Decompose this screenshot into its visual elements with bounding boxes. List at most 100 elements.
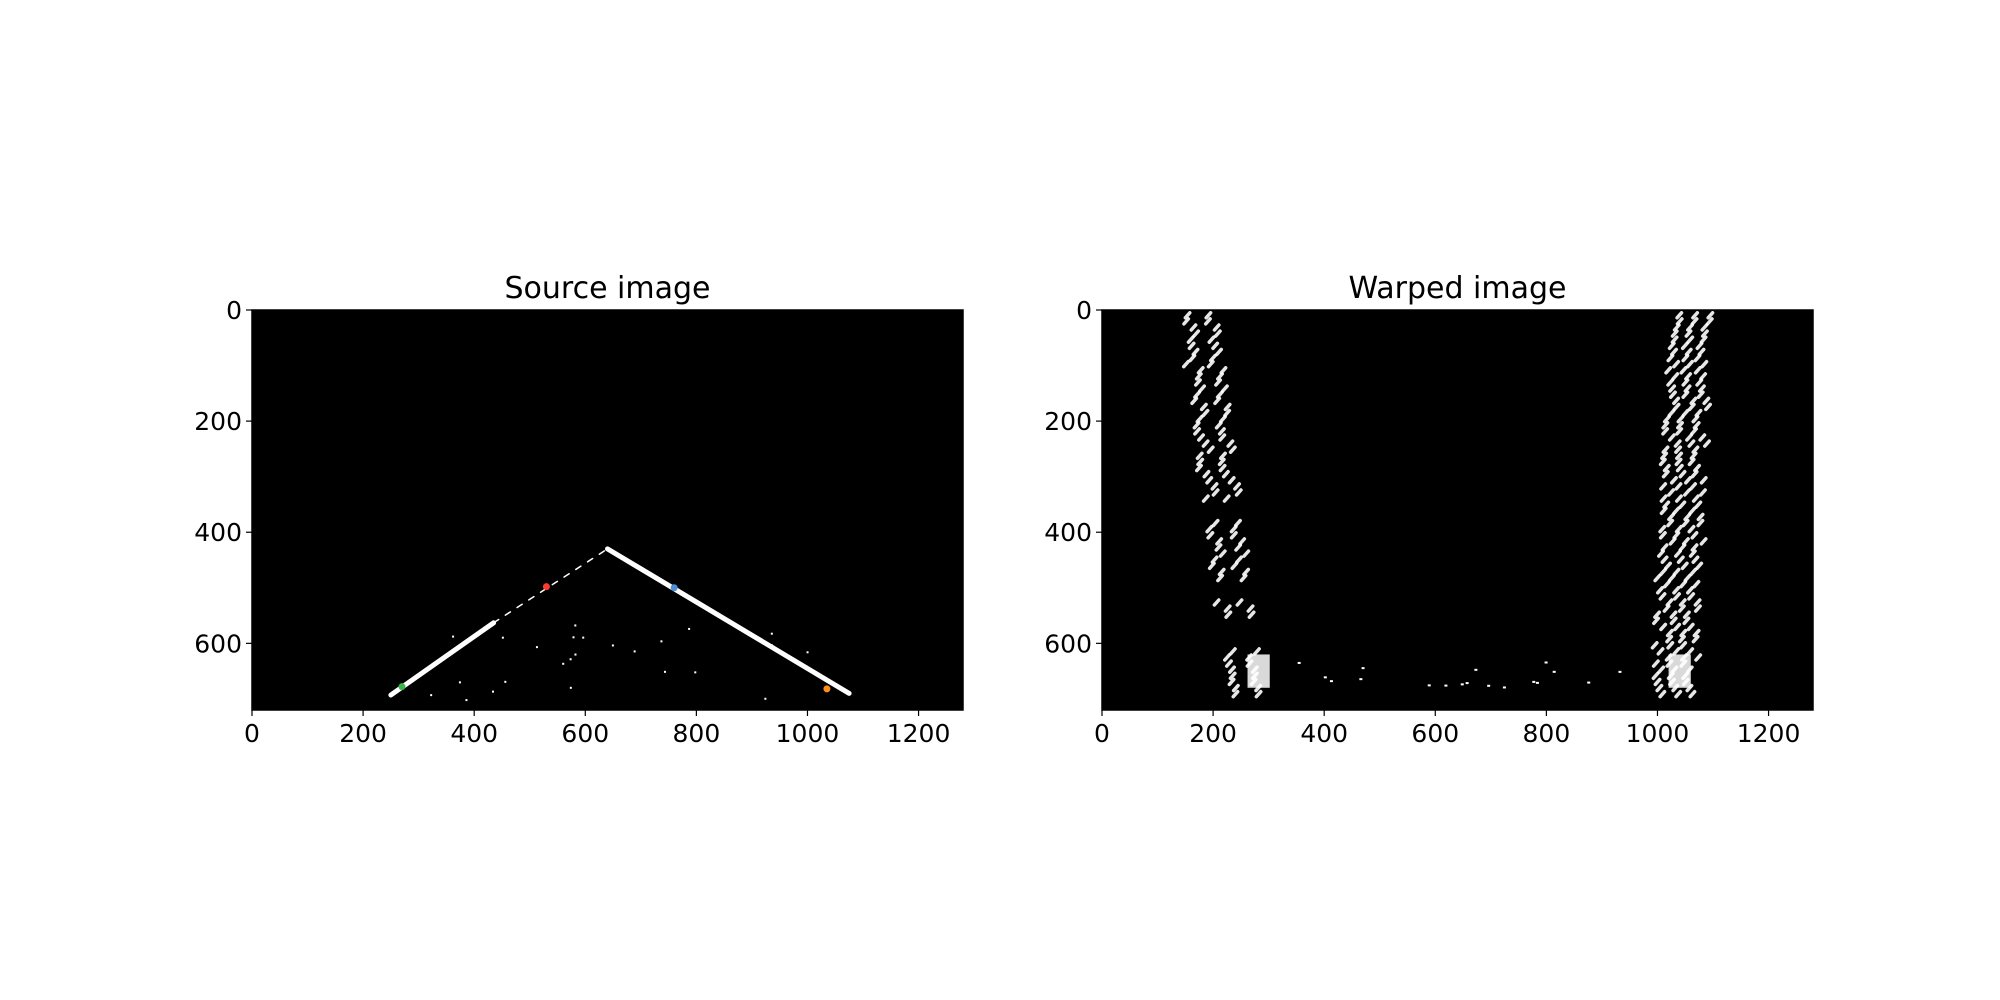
source-point-marker: [542, 583, 550, 591]
lane-band-stroke: [1665, 598, 1674, 607]
warped-image-content: [1181, 311, 1715, 699]
lane-band-stroke: [1662, 604, 1671, 613]
lane-band-stroke: [1660, 451, 1669, 461]
lane-band-stroke: [1204, 311, 1213, 320]
lane-band-stroke: [1226, 439, 1235, 448]
lane-band-stroke: [1662, 414, 1671, 424]
lane-band-stroke: [1659, 494, 1668, 503]
lane-band-stroke: [1691, 494, 1700, 503]
lane-band-stroke: [1227, 476, 1236, 485]
lane-band-stroke: [1194, 372, 1203, 381]
warped-image-title: Warped image: [1349, 271, 1567, 306]
source-point-marker: [670, 584, 678, 592]
lane-band-stroke: [1670, 347, 1679, 357]
noise-speck: [1297, 661, 1301, 664]
lane-band-stroke: [1242, 549, 1251, 558]
lane-band-stroke: [1212, 323, 1221, 332]
lane-band-stroke: [1676, 414, 1685, 424]
lane-band-stroke: [1220, 384, 1229, 393]
lane-band-stroke: [1684, 476, 1692, 485]
lane-band-stroke: [1202, 469, 1211, 479]
lane-band-stroke: [1218, 451, 1227, 461]
lane-band-stroke: [1699, 335, 1708, 344]
source-point-marker: [823, 685, 831, 693]
lane-band-stroke: [1214, 378, 1223, 387]
lane-band-stroke: [1674, 549, 1682, 558]
lane-band-stroke: [1653, 610, 1662, 619]
lane-band-stroke: [1685, 323, 1694, 332]
lane-band-stroke: [1672, 402, 1681, 412]
lane-band-stroke: [1224, 659, 1233, 668]
lane-band-stroke: [1215, 537, 1224, 546]
lane-band-stroke: [1677, 634, 1686, 644]
lane-band-stroke: [1669, 476, 1678, 485]
lane-band-stroke: [1683, 512, 1692, 522]
lane-band-stroke: [1696, 390, 1705, 399]
lane-band-stroke: [1231, 683, 1240, 693]
lane-band-stroke: [1692, 421, 1701, 430]
lane-band-stroke: [1681, 390, 1690, 399]
lane-band-stroke: [1675, 451, 1684, 461]
lane-band-stroke: [1197, 433, 1206, 442]
lane-line: [605, 546, 852, 696]
noise-speck: [452, 635, 455, 638]
lane-band-stroke: [1697, 347, 1706, 357]
source-image-content: [388, 546, 852, 702]
lane-band-stroke: [1703, 439, 1711, 448]
lane-band-stroke: [1691, 311, 1700, 320]
source-image-axes: Source image 0 200 400 600 800 1000 1200 0 200 4…: [194, 271, 964, 748]
lane-band-stroke: [1667, 408, 1676, 418]
lane-band-stroke: [1698, 433, 1707, 442]
lane-band-stroke: [1688, 506, 1697, 516]
lane-band-stroke: [1699, 537, 1708, 546]
lane-band-stroke: [1195, 414, 1204, 424]
lane-band-stroke: [1655, 683, 1664, 693]
noise-speck: [574, 653, 577, 656]
lane-band-stroke: [1229, 531, 1238, 540]
lane-band-stroke: [1679, 628, 1688, 638]
lane-band-stroke: [1698, 488, 1707, 497]
lane-band-stroke: [1660, 543, 1669, 552]
lane-band-stroke: [1680, 561, 1689, 571]
lane-band-stroke: [1656, 647, 1665, 656]
noise-speck: [770, 644, 773, 647]
lane-band-stroke: [1658, 592, 1667, 601]
lane-band-stroke: [1217, 457, 1226, 467]
warped-image-frame: [1101, 309, 1814, 711]
lane-band-stroke: [1242, 567, 1251, 577]
lane-band-stroke: [1696, 512, 1705, 522]
lane-band-stroke: [1672, 506, 1681, 516]
lane-band-stroke: [1672, 531, 1681, 540]
lane-band-stroke: [1215, 347, 1223, 357]
noise-speck: [1552, 670, 1556, 673]
lane-band-stroke: [1233, 482, 1242, 491]
lane-band-stroke: [1653, 677, 1662, 687]
lane-band-stroke: [1693, 353, 1702, 363]
lane-band-stroke: [1674, 445, 1683, 454]
source-image-frame: [251, 309, 964, 711]
lane-band-stroke: [1683, 384, 1692, 393]
noise-speck: [1532, 680, 1536, 683]
lane-band-stroke: [1682, 610, 1691, 619]
lane-band-stroke: [1659, 506, 1668, 516]
lane-band-stroke: [1666, 641, 1675, 650]
lane-band-stroke: [1233, 518, 1242, 528]
lane-band-stroke: [1219, 366, 1228, 375]
lane-band-stroke: [1195, 463, 1203, 473]
lane-band-stroke: [1224, 610, 1233, 619]
lane-band-stroke: [1668, 390, 1677, 399]
noise-speck: [535, 646, 538, 649]
noise-speck: [764, 697, 767, 700]
noise-speck: [446, 653, 449, 656]
y-tick-label: 0: [226, 296, 242, 325]
lane-band-stroke: [1693, 604, 1702, 613]
noise-speck: [491, 690, 494, 693]
lane-band-stroke: [1690, 427, 1698, 436]
lane-band-stroke: [1658, 531, 1667, 540]
lane-band-stroke: [1700, 359, 1709, 369]
lane-band-stroke: [1684, 347, 1693, 357]
lane-band-stroke: [1205, 476, 1214, 485]
lane-band-stroke: [1691, 414, 1700, 424]
noise-speck: [1618, 670, 1622, 673]
x-tick-label: 1200: [887, 719, 951, 748]
